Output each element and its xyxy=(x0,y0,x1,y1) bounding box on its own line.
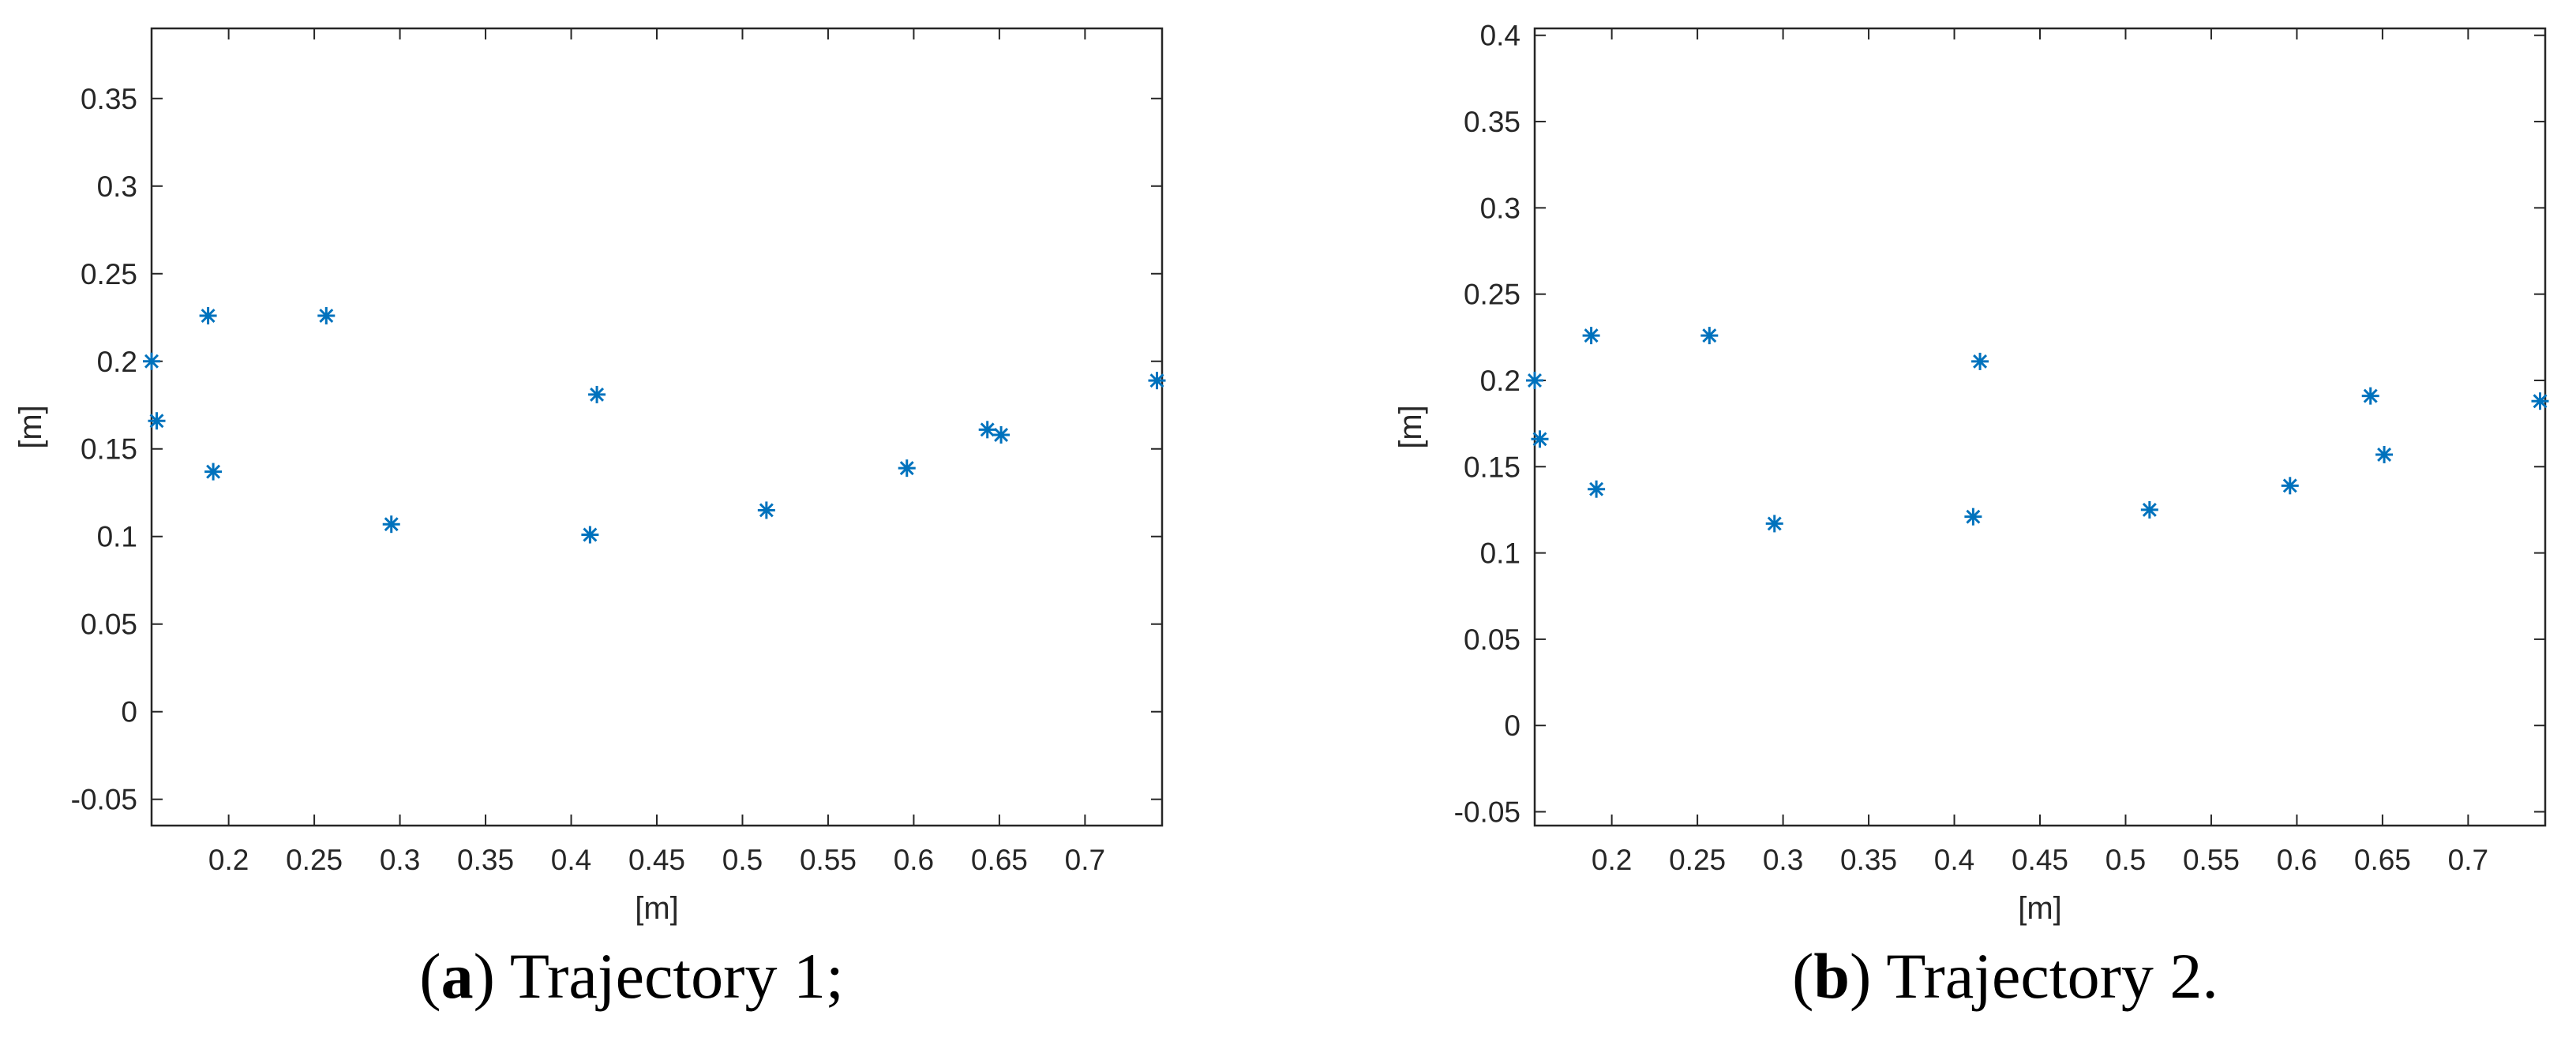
x-tick-label: 0.5 xyxy=(722,844,763,876)
x-tick-label: 0.2 xyxy=(1592,844,1632,876)
x-tick-label: 0.55 xyxy=(800,844,857,876)
caption-b-text: Trajectory 2. xyxy=(1886,940,2218,1012)
data-point xyxy=(2140,500,2158,519)
x-tick-label: 0.35 xyxy=(1840,844,1897,876)
caption-b: (b) Trajectory 2. xyxy=(1792,940,2218,1012)
data-point xyxy=(2375,445,2394,463)
x-tick-label: 0.3 xyxy=(1763,844,1803,876)
data-point xyxy=(1526,371,1543,389)
x-tick-label: 0.2 xyxy=(208,844,249,876)
x-tick-label: 0.35 xyxy=(457,844,514,876)
y-tick-label: 0 xyxy=(1504,710,1520,742)
y-tick-label: -0.05 xyxy=(71,784,137,816)
x-tick-label: 0.7 xyxy=(2448,844,2488,876)
data-point xyxy=(1148,372,1166,390)
x-axis-label: [m] xyxy=(2018,891,2062,926)
data-point xyxy=(2531,392,2549,410)
y-tick-label: 0.35 xyxy=(1464,106,1520,138)
y-tick-label: 0.35 xyxy=(81,83,137,115)
data-point xyxy=(1588,480,1606,498)
y-tick-label: 0.3 xyxy=(97,170,137,203)
data-point xyxy=(382,515,400,534)
x-axis-label: [m] xyxy=(635,891,679,926)
caption-a-text: Trajectory 1; xyxy=(509,940,844,1012)
x-tick-label: 0.5 xyxy=(2105,844,2146,876)
x-tick-label: 0.65 xyxy=(2354,844,2411,876)
data-point xyxy=(898,459,916,478)
y-tick-label: 0.4 xyxy=(1480,20,1520,52)
y-axis-label: [m] xyxy=(13,405,48,449)
x-tick-label: 0.55 xyxy=(2183,844,2240,876)
caption-a-letter: a xyxy=(441,940,474,1012)
y-tick-label: 0.05 xyxy=(1464,624,1520,656)
x-tick-label: 0.25 xyxy=(1669,844,1726,876)
x-tick-label: 0.6 xyxy=(2277,844,2317,876)
chart-panel-b: 0.2 0.25 0.3 0.35 0.4 0.45 0.5 0.55 0.6 0.65 0.7 -0… xyxy=(1393,20,2549,926)
caption-a: (a) Trajectory 1; xyxy=(419,940,844,1012)
x-tick-label: 0.6 xyxy=(894,844,934,876)
data-point xyxy=(588,385,606,403)
data-point xyxy=(1582,327,1600,345)
y-tick-label: 0.2 xyxy=(97,346,137,378)
data-point xyxy=(317,307,336,325)
x-tick-label: 0.65 xyxy=(971,844,1028,876)
data-point xyxy=(2361,387,2379,405)
y-tick-label: 0.1 xyxy=(97,521,137,553)
y-tick-label: 0 xyxy=(121,696,137,729)
x-tick-label: 0.25 xyxy=(286,844,343,876)
data-point xyxy=(992,425,1011,444)
data-point xyxy=(1700,327,1719,345)
data-point xyxy=(978,421,996,439)
y-tick-label: 0.3 xyxy=(1480,192,1520,224)
y-tick-label: -0.05 xyxy=(1454,796,1520,829)
y-tick-label: 0.15 xyxy=(1464,451,1520,483)
y-tick-label: 0.15 xyxy=(81,433,137,466)
x-tick-label: 0.45 xyxy=(628,844,685,876)
x-tick-label: 0.4 xyxy=(551,844,591,876)
y-axis-label: [m] xyxy=(1393,405,1428,449)
chart-panel-a: 0.2 0.25 0.3 0.35 0.4 0.45 0.5 0.55 0.6 0.65 0.7 -0… xyxy=(13,27,1166,926)
y-tick-label: 0.05 xyxy=(81,609,137,641)
data-point xyxy=(143,352,160,370)
data-point xyxy=(148,412,166,430)
data-point xyxy=(581,526,599,544)
y-tick-label: 0.25 xyxy=(1464,279,1520,311)
y-tick-label: 0.25 xyxy=(81,258,137,290)
data-point xyxy=(204,463,223,481)
data-point xyxy=(2281,477,2299,495)
data-point xyxy=(1964,508,1982,526)
caption-b-letter: b xyxy=(1813,940,1850,1012)
x-tick-label: 0.3 xyxy=(380,844,420,876)
data-point xyxy=(1971,352,1989,370)
x-tick-label: 0.45 xyxy=(2012,844,2068,876)
y-tick-label: 0.1 xyxy=(1480,537,1520,570)
x-tick-label: 0.7 xyxy=(1065,844,1105,876)
data-point xyxy=(757,501,775,519)
data-point xyxy=(199,307,217,325)
x-tick-label: 0.4 xyxy=(1934,844,1974,876)
data-point xyxy=(1531,430,1549,448)
y-tick-label: 0.2 xyxy=(1480,365,1520,397)
data-point xyxy=(1765,515,1783,533)
